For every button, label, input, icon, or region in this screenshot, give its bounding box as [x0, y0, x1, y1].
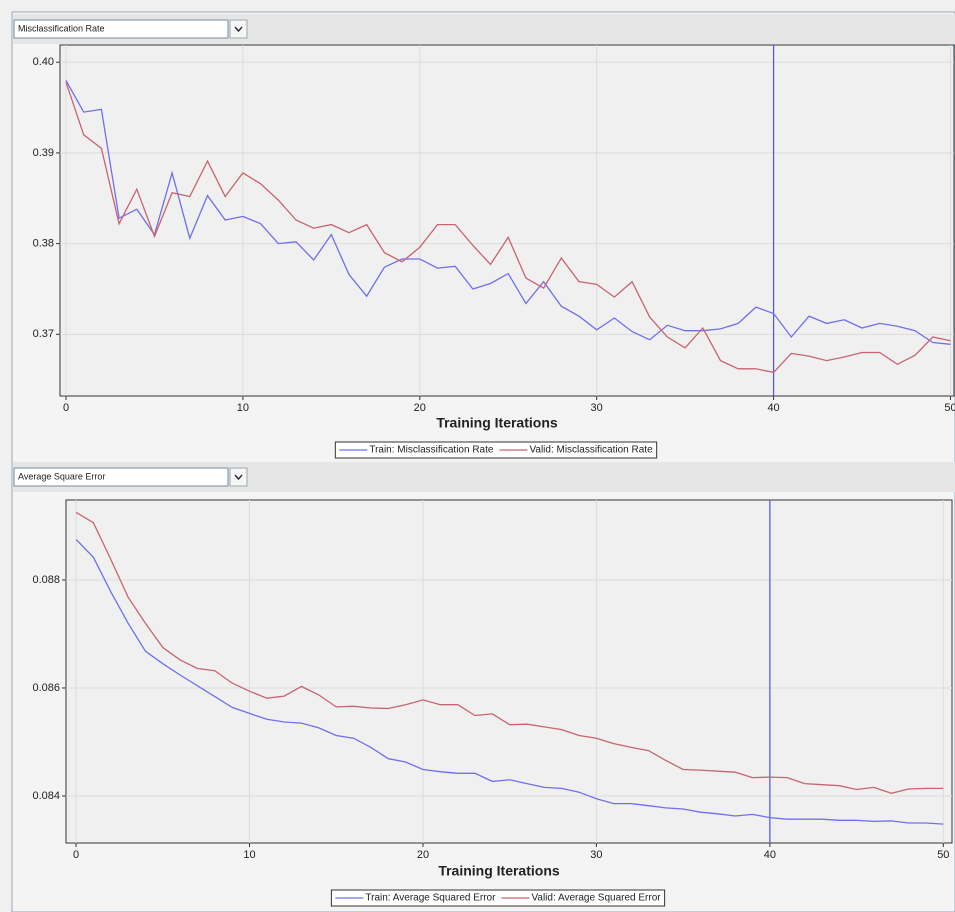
dropdown[interactable]	[13, 19, 229, 39]
legend-label: Train: Misclassification Rate	[369, 445, 494, 456]
x-tick-label: 30	[591, 402, 603, 414]
x-tick-label: 0	[63, 402, 69, 414]
plot-area	[65, 499, 953, 844]
x-tick-label: 0	[73, 849, 79, 861]
x-tick-label: 30	[590, 849, 602, 861]
y-tick-label: 0.086	[32, 682, 60, 694]
legend	[330, 889, 666, 907]
dropdown-button[interactable]	[229, 467, 248, 487]
y-tick-label: 0.37	[33, 328, 54, 340]
x-axis-title: Training Iterations	[436, 415, 558, 431]
x-tick-label: 20	[417, 849, 429, 861]
x-tick-label: 20	[414, 402, 426, 414]
series-line	[65, 81, 951, 374]
legend-label: Valid: Average Squared Error	[531, 893, 661, 904]
y-tick-label: 0.39	[33, 147, 54, 159]
y-tick-label: 0.088	[32, 574, 60, 586]
x-tick-label: 50	[937, 849, 949, 861]
plot-area	[59, 44, 955, 397]
legend-label: Valid: Misclassification Rate	[529, 445, 653, 456]
x-tick-label: 10	[237, 402, 249, 414]
series-line	[65, 80, 951, 345]
x-tick-label: 40	[764, 849, 776, 861]
y-tick-label: 0.084	[32, 790, 60, 802]
legend	[334, 441, 658, 459]
dropdown-label: Average Square Error	[18, 471, 105, 481]
x-tick-label: 50	[944, 402, 955, 414]
dropdown-arrow	[234, 474, 243, 481]
dropdown-button[interactable]	[229, 19, 248, 39]
x-tick-label: 40	[767, 402, 779, 414]
series-line	[75, 511, 944, 794]
series-line	[75, 538, 944, 825]
y-tick-label: 0.38	[33, 238, 54, 250]
legend-label: Train: Average Squared Error	[365, 893, 496, 904]
dropdown[interactable]	[13, 467, 229, 487]
x-tick-label: 10	[243, 849, 255, 861]
x-axis-title: Training Iterations	[438, 863, 560, 879]
dropdown-label: Misclassification Rate	[18, 23, 105, 33]
y-tick-label: 0.40	[33, 56, 54, 68]
dropdown-arrow	[234, 26, 243, 33]
